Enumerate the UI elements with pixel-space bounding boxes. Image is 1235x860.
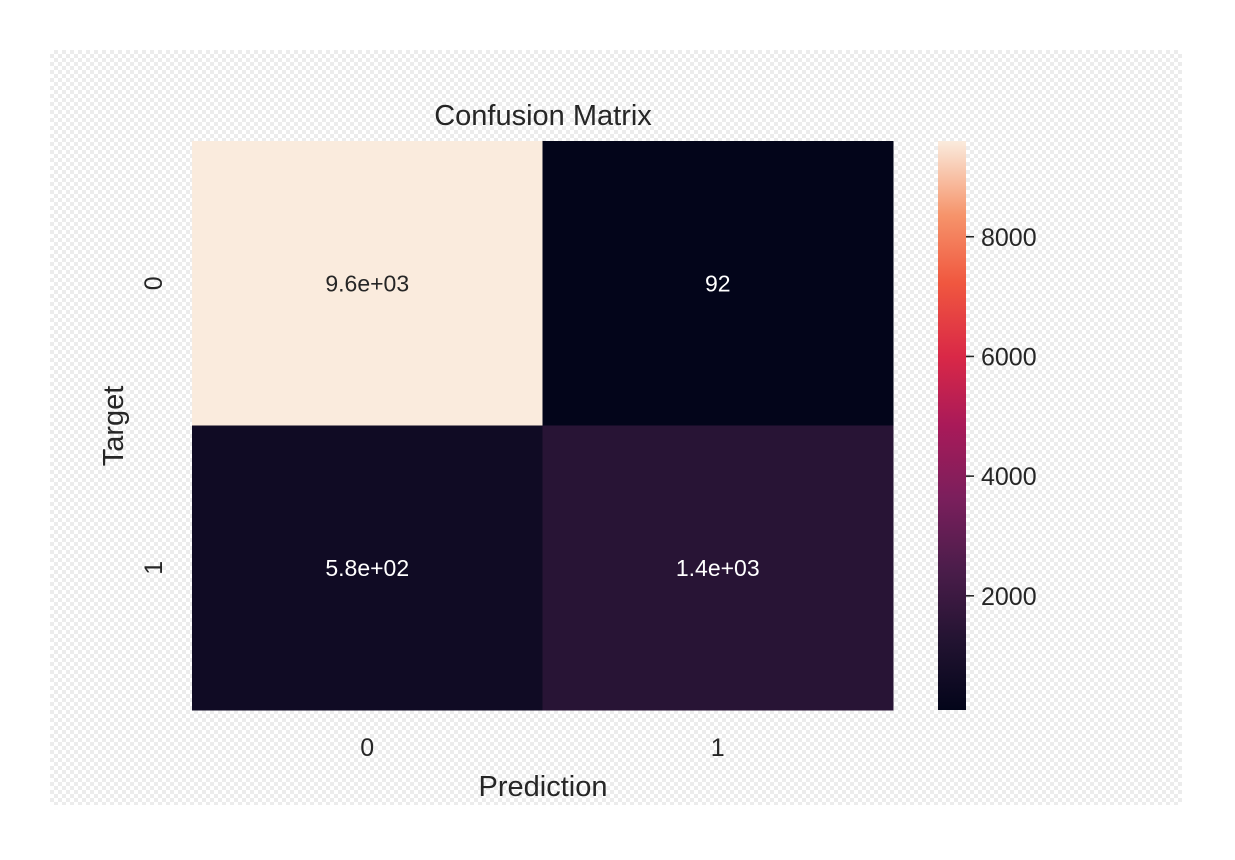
cell-annotation-0-0: 9.6e+03 [325, 270, 409, 296]
colorbar [938, 141, 966, 710]
y-tick-label-1: 1 [140, 561, 168, 575]
colorbar-tick-label-4000: 4000 [981, 463, 1037, 491]
colorbar-tick-label-2000: 2000 [981, 583, 1037, 611]
y-tick-labels: 01 [140, 276, 168, 574]
x-tick-label-1: 1 [711, 734, 725, 762]
cell-annotation-1-0: 5.8e+02 [325, 555, 409, 581]
colorbar-tick-label-8000: 8000 [981, 224, 1037, 252]
cell-annotation-1-1: 1.4e+03 [676, 555, 760, 581]
heatmap-cell-0-0 [192, 141, 543, 426]
heatmap-cell-1-0 [192, 425, 543, 711]
colorbar-tick-label-6000: 6000 [981, 343, 1037, 371]
x-axis-label: Prediction [479, 771, 608, 803]
x-tick-label-0: 0 [360, 734, 374, 762]
colorbar-ticks: 2000 4000 6000 8000 [966, 224, 1037, 611]
heatmap-cell-0-1 [542, 141, 894, 426]
y-axis-label: Target [98, 386, 130, 467]
cell-annotation-0-1: 92 [705, 270, 731, 296]
chart-title: Confusion Matrix [434, 100, 652, 132]
heatmap-cells: 9.6e+03 92 5.8e+02 1.4e+03 [192, 141, 894, 711]
y-tick-label-0: 0 [140, 276, 168, 290]
heatmap-cell-1-1 [542, 425, 894, 711]
